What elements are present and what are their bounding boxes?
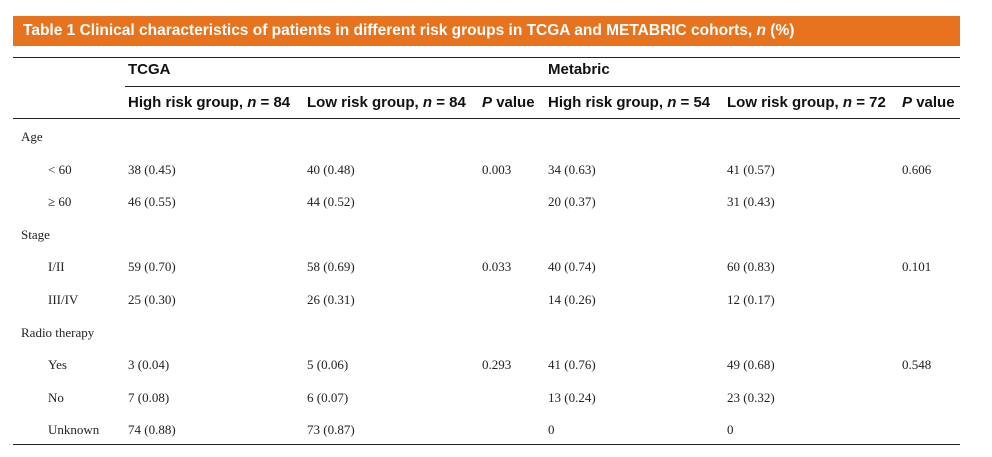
table-cell: 5 (0.06) (307, 357, 349, 373)
table-cell: 38 (0.45) (128, 161, 176, 177)
row-label: Unknown (48, 422, 100, 438)
table-cell: 0 (727, 422, 734, 438)
table-cell: 0.101 (902, 259, 932, 275)
cohort-header-tcga: TCGA (128, 61, 171, 78)
header-rule (13, 118, 960, 119)
table-cell: 12 (0.17) (727, 292, 775, 307)
table-cell: 7 (0.08) (128, 389, 170, 405)
table-cell: 40 (0.74) (548, 259, 596, 275)
row-label: Yes (48, 357, 67, 373)
table-cell: 26 (0.31) (307, 292, 355, 307)
cohort-header-metabric: Metabric (548, 61, 610, 78)
table-cell: 25 (0.30) (128, 292, 176, 307)
table-cell: 60 (0.83) (727, 259, 775, 275)
column-header: P value (482, 94, 535, 111)
row-label: ≥ 60 (48, 194, 72, 210)
table-cell: 0.548 (902, 357, 932, 373)
table-title-main: Table 1 Clinical characteristics of pati… (23, 22, 753, 39)
column-header: High risk group, n = 54 (548, 94, 711, 111)
table-cell: 41 (0.76) (548, 357, 596, 373)
table-cell: 23 (0.32) (727, 389, 775, 405)
table-cell: 14 (0.26) (548, 292, 596, 307)
table-cell: 40 (0.48) (307, 161, 355, 177)
table-cell: 0.293 (482, 357, 512, 373)
cohort-rule (125, 86, 960, 87)
row-label: No (48, 389, 64, 405)
column-header: High risk group, n = 84 (128, 94, 291, 111)
top-rule (13, 57, 960, 58)
table-cell: 73 (0.87) (307, 422, 355, 438)
table-cell: 46 (0.55) (128, 194, 176, 210)
row-label: < 60 (48, 161, 72, 177)
table-title-n: n (756, 22, 766, 39)
table-cell: 41 (0.57) (727, 161, 775, 177)
table-cell: 0.606 (902, 161, 932, 177)
table-cell: 31 (0.43) (727, 194, 775, 210)
table-cell: 44 (0.52) (307, 194, 355, 210)
table-cell: 58 (0.69) (307, 259, 355, 275)
table-cell: 20 (0.37) (548, 194, 596, 210)
row-label: III/IV (48, 292, 79, 307)
table-cell: 49 (0.68) (727, 357, 775, 373)
table-cell: 13 (0.24) (548, 389, 596, 405)
bottom-rule (13, 444, 960, 445)
table-cell: 0.003 (482, 161, 512, 177)
table-cell: 74 (0.88) (128, 422, 176, 438)
row-group-label: Radio therapy (21, 324, 95, 340)
table-title-suffix: (%) (770, 22, 795, 39)
table: TCGA Metabric High risk group, n = 84 Lo… (13, 46, 960, 446)
column-header: Low risk group, n = 84 (307, 94, 466, 111)
table-title: Table 1 Clinical characteristics of pati… (13, 16, 960, 46)
column-header: Low risk group, n = 72 (727, 94, 886, 111)
row-group-label: Stage (21, 226, 50, 242)
table-cell: 59 (0.70) (128, 259, 176, 275)
table-cell: 0 (548, 422, 555, 438)
table-cell: 0.033 (482, 259, 512, 275)
table-cell: 3 (0.04) (128, 357, 170, 373)
column-header: P value (902, 94, 955, 111)
table-cell: 34 (0.63) (548, 161, 596, 177)
row-label: I/II (48, 259, 65, 275)
row-group-label: Age (21, 129, 43, 144)
table-cell: 6 (0.07) (307, 389, 349, 405)
